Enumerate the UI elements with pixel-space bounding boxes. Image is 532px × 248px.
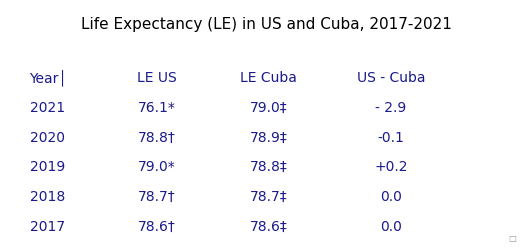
- Text: US - Cuba: US - Cuba: [357, 71, 425, 85]
- Text: 0.0: 0.0: [380, 220, 402, 234]
- Text: LE Cuba: LE Cuba: [240, 71, 297, 85]
- Text: 2021: 2021: [30, 101, 65, 115]
- Text: 78.7‡: 78.7‡: [250, 190, 287, 204]
- Text: 0.0: 0.0: [380, 190, 402, 204]
- Text: 78.8†: 78.8†: [138, 131, 176, 145]
- Text: 78.6‡: 78.6‡: [250, 220, 287, 234]
- Text: 2018: 2018: [30, 190, 65, 204]
- Text: +0.2: +0.2: [375, 160, 408, 174]
- Text: 2017: 2017: [30, 220, 65, 234]
- Text: LE US: LE US: [137, 71, 177, 85]
- Text: 78.9‡: 78.9‡: [250, 131, 287, 145]
- Text: 76.1*: 76.1*: [138, 101, 176, 115]
- Text: 78.7†: 78.7†: [138, 190, 176, 204]
- Text: 2020: 2020: [30, 131, 65, 145]
- Text: □: □: [508, 234, 516, 243]
- Text: Year│: Year│: [29, 70, 66, 87]
- Text: 79.0‡: 79.0‡: [250, 101, 287, 115]
- Text: -0.1: -0.1: [378, 131, 404, 145]
- Text: 79.0*: 79.0*: [138, 160, 176, 174]
- Text: - 2.9: - 2.9: [376, 101, 406, 115]
- Text: 78.6†: 78.6†: [138, 220, 176, 234]
- Text: 2019: 2019: [30, 160, 65, 174]
- Text: 78.8‡: 78.8‡: [250, 160, 287, 174]
- Text: Life Expectancy (LE) in US and Cuba, 2017-2021: Life Expectancy (LE) in US and Cuba, 201…: [80, 17, 452, 32]
